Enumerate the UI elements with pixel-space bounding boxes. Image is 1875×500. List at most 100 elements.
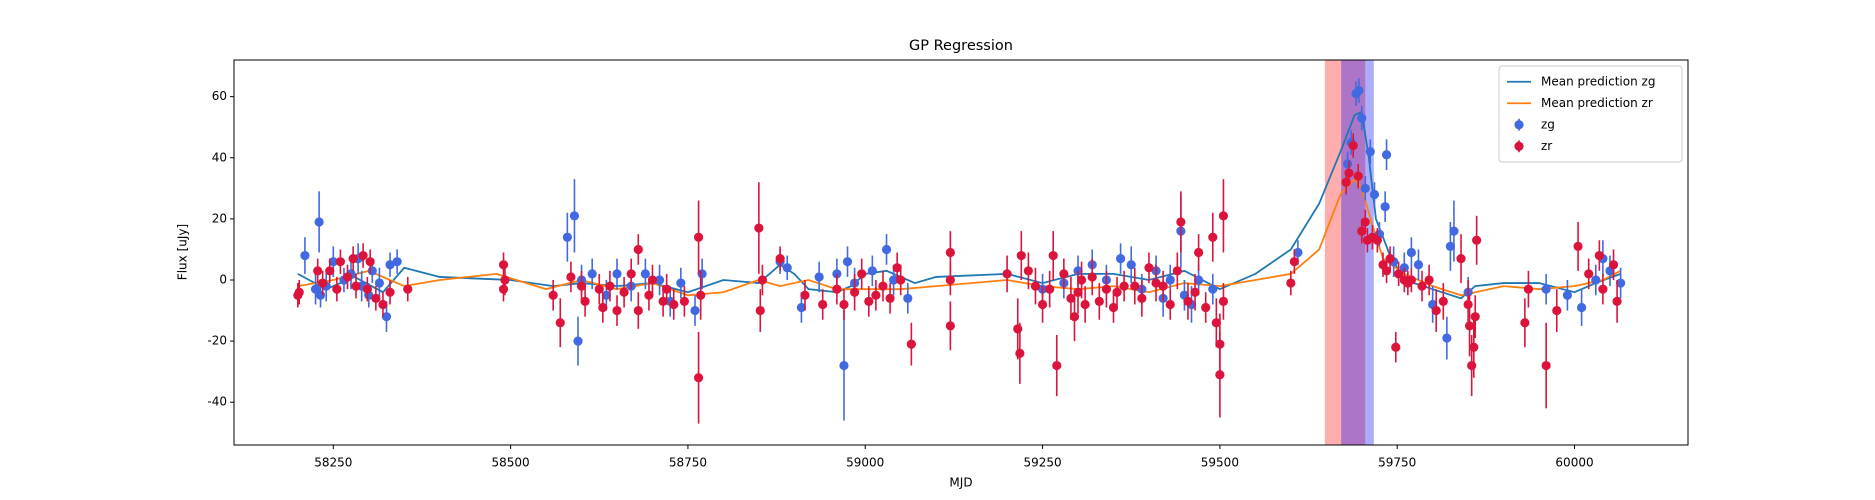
data-point	[358, 250, 368, 261]
data-point	[587, 269, 597, 279]
data-point	[385, 260, 395, 270]
data-point	[857, 269, 867, 279]
data-point	[1385, 254, 1395, 264]
data-point	[392, 257, 402, 267]
data-point	[633, 244, 643, 255]
data-point	[1045, 284, 1055, 294]
data-point	[351, 281, 361, 291]
data-point	[612, 269, 622, 279]
data-point	[315, 290, 326, 300]
data-point	[693, 232, 704, 242]
data-point	[1449, 226, 1459, 236]
data-point	[1002, 269, 1012, 279]
data-point	[644, 290, 654, 300]
data-point	[1016, 250, 1026, 261]
data-point	[896, 275, 906, 285]
data-point	[1172, 266, 1182, 276]
data-point	[1357, 113, 1367, 123]
data-point	[818, 299, 828, 310]
data-point	[1066, 293, 1076, 303]
data-point	[573, 336, 583, 346]
data-point	[1577, 302, 1587, 313]
data-point	[378, 299, 388, 310]
data-point	[362, 284, 372, 294]
data-point	[757, 275, 768, 285]
data-point	[374, 278, 384, 288]
x-tick-label: 60000	[1555, 456, 1593, 470]
data-point	[878, 281, 888, 291]
data-point	[1591, 275, 1601, 285]
data-point	[332, 284, 342, 294]
data-point	[1394, 269, 1404, 279]
data-point	[945, 247, 955, 258]
data-point	[1598, 284, 1608, 294]
data-point	[796, 302, 807, 313]
data-point	[906, 339, 916, 349]
data-point	[1190, 287, 1200, 297]
data-point	[555, 318, 565, 328]
data-point	[1130, 281, 1140, 291]
data-point	[945, 275, 955, 285]
data-point	[1094, 296, 1104, 306]
data-point	[626, 269, 636, 279]
data-point	[1211, 318, 1221, 328]
data-point	[598, 302, 608, 313]
data-point	[1360, 217, 1370, 227]
data-point	[1108, 302, 1119, 313]
legend-label: zr	[1541, 139, 1552, 153]
data-point	[633, 305, 643, 316]
data-point	[300, 250, 310, 261]
data-point	[403, 284, 413, 294]
data-point	[903, 293, 913, 303]
data-point	[498, 260, 509, 270]
data-point	[867, 266, 877, 276]
data-point	[839, 299, 849, 310]
data-point	[1289, 257, 1299, 267]
data-point	[619, 287, 629, 297]
data-point	[892, 263, 902, 273]
data-point	[580, 296, 590, 306]
data-point	[871, 290, 881, 300]
data-point	[864, 296, 874, 306]
data-point	[945, 321, 955, 331]
data-point	[1342, 159, 1353, 169]
data-point	[1523, 284, 1534, 294]
data-point	[654, 275, 665, 285]
data-point	[1456, 254, 1466, 264]
data-point	[1112, 287, 1122, 297]
data-point	[371, 293, 381, 303]
data-point	[562, 232, 572, 242]
data-point	[775, 254, 785, 264]
legend-box	[1498, 65, 1683, 163]
data-point	[1442, 333, 1452, 343]
data-point	[1391, 342, 1401, 352]
data-point	[335, 257, 345, 267]
legend-label: zg	[1541, 117, 1555, 131]
y-tick-label: -40	[207, 395, 227, 409]
data-point	[328, 257, 338, 267]
data-point	[1413, 260, 1424, 270]
data-point	[814, 272, 824, 282]
data-point	[1208, 284, 1218, 294]
data-point	[1344, 168, 1354, 178]
x-tick-label: 58500	[492, 456, 530, 470]
data-point	[1431, 305, 1441, 316]
x-tick-label: 59500	[1201, 456, 1239, 470]
data-point	[1059, 269, 1069, 279]
data-point	[1467, 360, 1477, 371]
data-point	[310, 284, 321, 294]
data-point	[889, 275, 899, 285]
data-point	[313, 266, 323, 276]
data-point	[1293, 247, 1303, 258]
data-point	[569, 211, 580, 221]
data-point	[1076, 275, 1087, 285]
data-point	[755, 305, 765, 316]
span	[1341, 60, 1374, 445]
data-point	[594, 284, 604, 294]
data-point	[1183, 296, 1193, 306]
data-point	[1594, 250, 1604, 261]
data-point	[1194, 275, 1204, 285]
data-point	[1417, 281, 1427, 291]
x-axis-label: MJD	[949, 476, 972, 490]
y-tick-label: 60	[212, 89, 227, 103]
